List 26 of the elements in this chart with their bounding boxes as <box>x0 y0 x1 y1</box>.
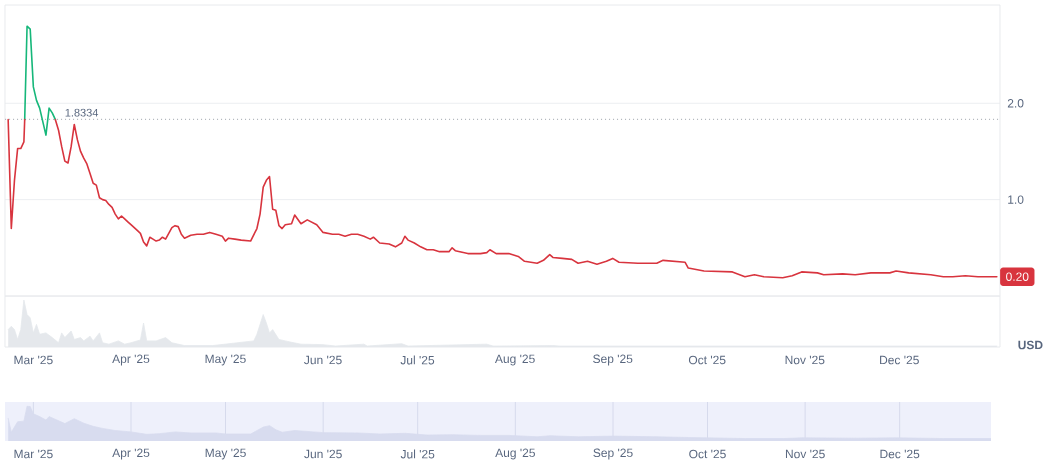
x-tick-label: Dec '25 <box>880 355 919 365</box>
x-tick-label: Aug '25 <box>494 354 535 366</box>
x-tick-label: May '25 <box>205 448 246 460</box>
x-tick-label: Jun '25 <box>304 355 342 365</box>
y-axis-title: USD <box>1018 340 1043 350</box>
x-tick-label: Oct '25 <box>689 449 726 459</box>
x-tick-label: Jul '25 <box>400 355 435 365</box>
x-tick-label: Aug '25 <box>495 448 535 460</box>
x-tick-label: Sep '25 <box>593 354 633 366</box>
x-tick-label: Apr '25 <box>112 448 150 460</box>
x-tick-label: Jul '25 <box>400 449 435 459</box>
x-tick-label: Dec '25 <box>880 449 920 459</box>
x-tick-label: Oct '25 <box>688 355 726 365</box>
y-tick-label: 1.0 <box>1008 195 1024 204</box>
x-tick-label: Nov '25 <box>785 355 825 365</box>
x-tick-label: Mar '25 <box>14 449 53 459</box>
x-tick-label: Nov '25 <box>785 449 825 459</box>
x-tick-label: Mar '25 <box>14 355 53 365</box>
x-tick-label: May '25 <box>205 354 246 366</box>
ref-line-label: 1.8334 <box>65 108 99 117</box>
annotation: 0.20 <box>1006 272 1029 281</box>
x-tick-label: Apr '25 <box>112 354 150 366</box>
y-tick-label: 2.0 <box>1007 99 1024 108</box>
x-tick-label: Jun '25 <box>304 449 342 459</box>
line-series <box>23 25 57 136</box>
x-tick-label: Sep '25 <box>593 448 633 460</box>
